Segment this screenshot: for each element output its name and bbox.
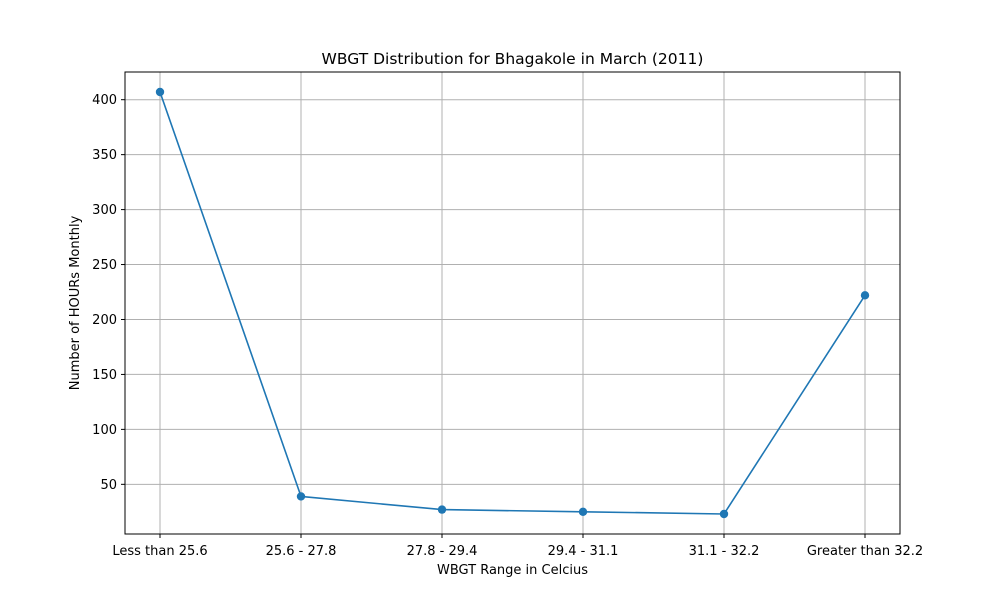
x-tick-label: Less than 25.6 (112, 544, 207, 559)
y-axis-title: Number of HOURs Monthly (68, 215, 83, 390)
x-tick-label: 25.6 - 27.8 (266, 544, 337, 559)
y-tick-label: 100 (92, 423, 117, 438)
y-tick-label: 350 (92, 148, 117, 163)
y-tick-label: 400 (92, 93, 117, 108)
grid (125, 72, 900, 534)
x-tick-label: 27.8 - 29.4 (407, 544, 478, 559)
x-tick-label: 29.4 - 31.1 (548, 544, 619, 559)
data-point (719, 509, 729, 519)
x-axis-title: WBGT Range in Celcius (437, 563, 588, 578)
data-point (578, 507, 588, 517)
data-point (437, 505, 447, 514)
y-tick-label: 200 (92, 313, 117, 328)
data-point (860, 291, 870, 300)
chart-title: WBGT Distribution for Bhagakole in March… (322, 50, 704, 68)
y-axis: 50 100 150 200 250 300 350 400 (92, 93, 125, 493)
y-tick-label: 50 (100, 478, 117, 493)
plot-frame (124, 71, 901, 535)
x-tick-label: Greater than 32.2 (807, 544, 923, 559)
y-tick-label: 300 (92, 203, 117, 218)
y-tick-label: 250 (92, 258, 117, 273)
data-point (155, 87, 165, 97)
x-axis: Less than 25.6 25.6 - 27.8 27.8 - 29.4 29.4… (112, 534, 923, 559)
series-layer (155, 87, 870, 519)
data-point (296, 492, 306, 501)
series-line (159, 91, 866, 515)
y-tick-label: 150 (92, 368, 117, 383)
x-tick-label: 31.1 - 32.2 (689, 544, 760, 559)
